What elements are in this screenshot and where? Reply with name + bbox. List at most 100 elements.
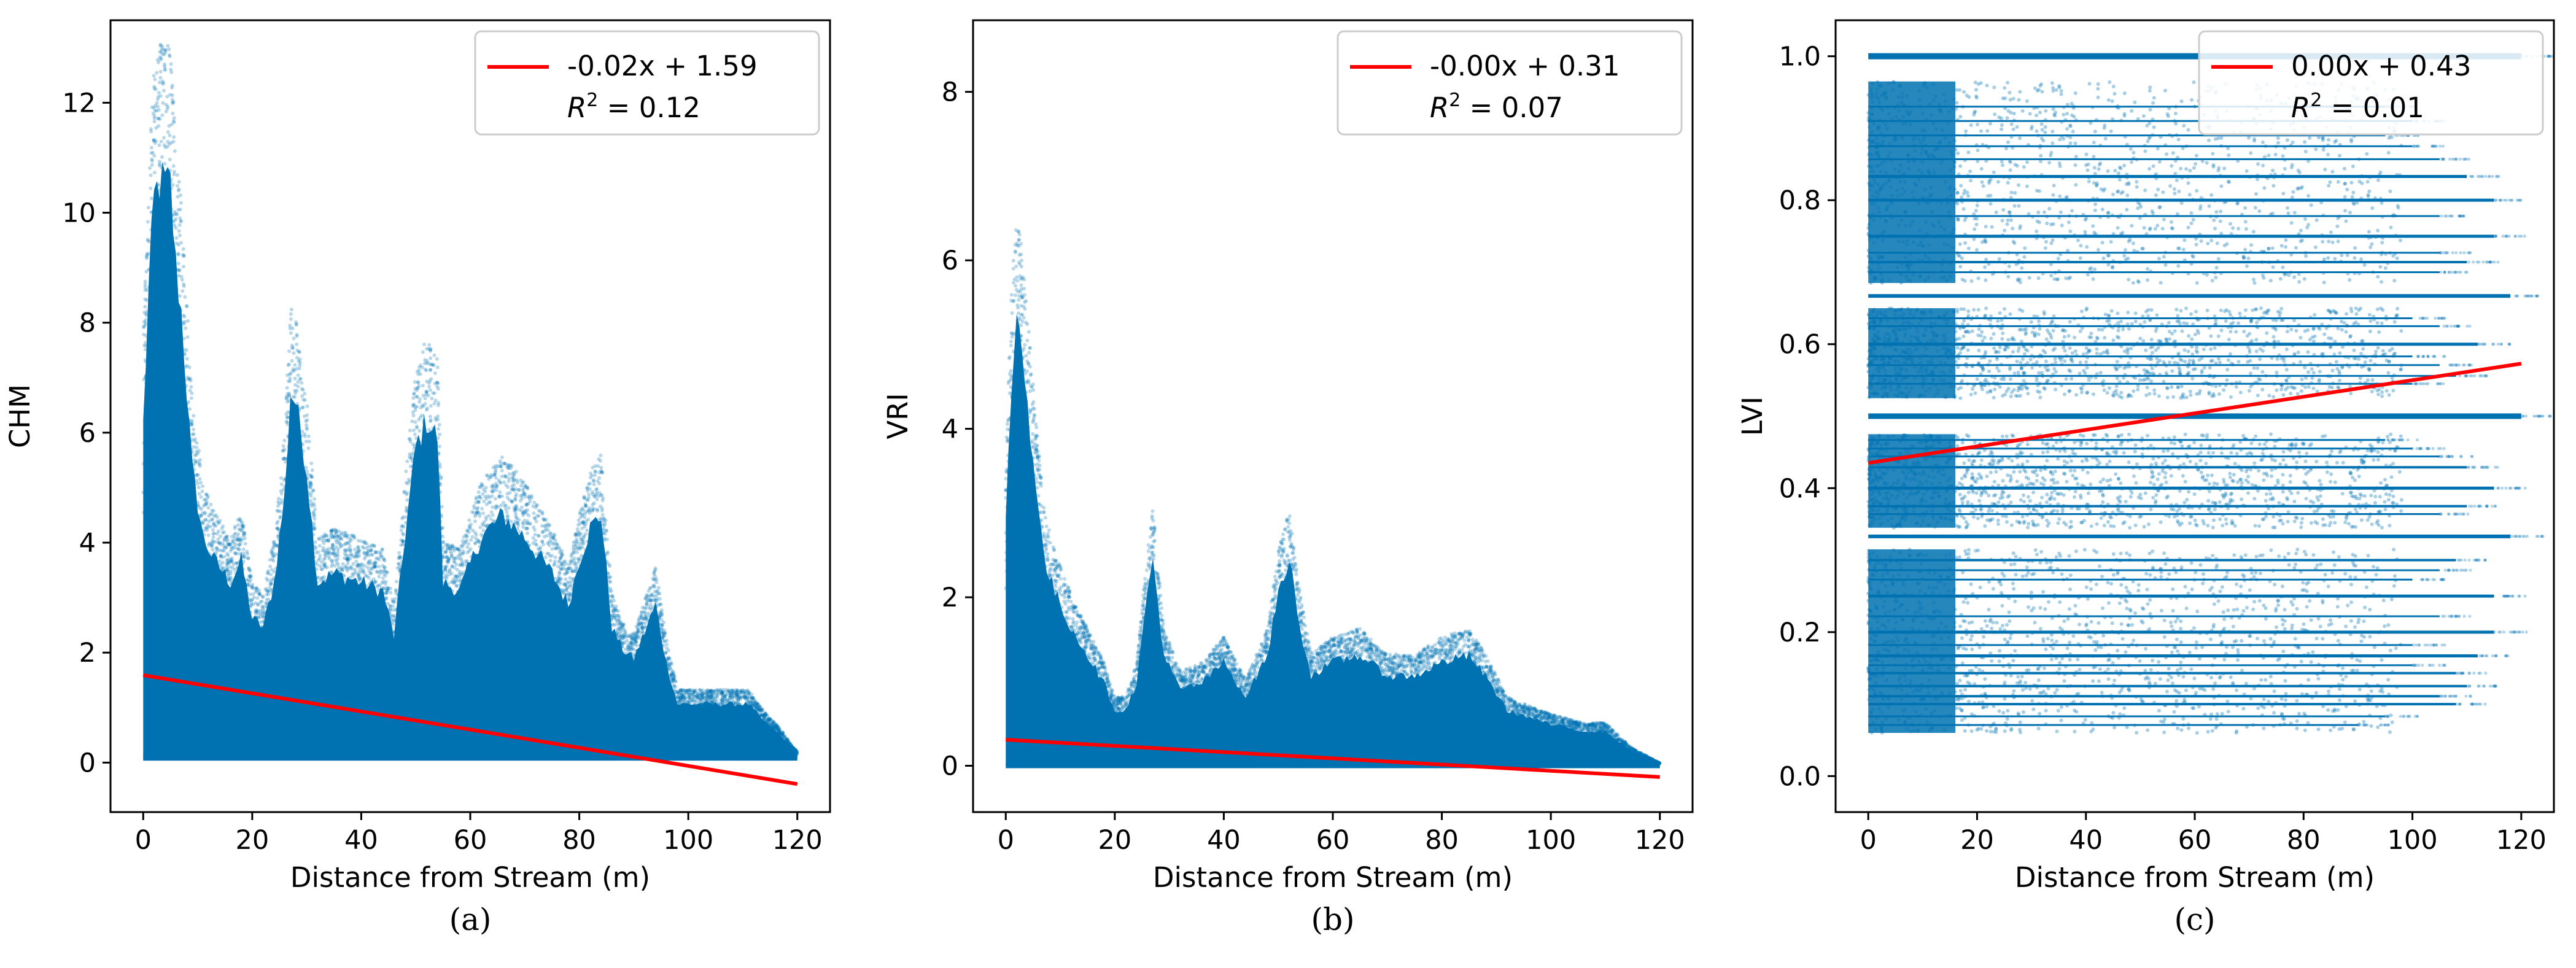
scatter-point (404, 515, 408, 519)
scatter-point (236, 517, 240, 522)
scatter-point (255, 626, 260, 630)
scatter-point (322, 578, 326, 583)
scatter-point (564, 624, 568, 629)
scatter-point (301, 405, 305, 409)
scatter-point (506, 506, 511, 510)
scatter-point (474, 513, 478, 517)
scatter-point (437, 423, 441, 427)
scatter-point (148, 166, 152, 170)
scatter-point (185, 335, 190, 339)
scatter-point (498, 459, 502, 463)
scatter-point (362, 637, 367, 641)
scatter-point (314, 587, 318, 591)
scatter-point (204, 526, 209, 530)
scatter-point (352, 581, 356, 585)
scatter-point (683, 699, 687, 703)
scatter-point (373, 562, 377, 566)
scatter-point (201, 519, 206, 524)
scatter-point (791, 746, 796, 751)
scatter-point (431, 451, 435, 455)
scatter-point (206, 533, 211, 537)
scatter-point (682, 695, 686, 700)
scatter-point (289, 308, 293, 312)
scatter-point (244, 637, 249, 640)
scatter-point (608, 652, 613, 657)
scatter-point (152, 138, 156, 142)
scatter-point (550, 535, 554, 538)
scatter-point (506, 466, 511, 470)
scatter-point (172, 219, 176, 223)
scatter-point (171, 100, 176, 104)
scatter-point (169, 338, 173, 342)
scatter-point (307, 511, 311, 516)
scatter-point (161, 179, 165, 184)
scatter-point (654, 580, 659, 584)
scatter-point (671, 677, 675, 681)
scatter-point (572, 559, 576, 563)
scatter-point (344, 592, 348, 595)
scatter-point (731, 695, 735, 699)
scatter-point (446, 627, 449, 632)
scatter-point (447, 597, 451, 602)
scatter-point (422, 434, 427, 438)
scatter-point (351, 554, 355, 559)
scatter-point (420, 413, 424, 417)
scatter-point (461, 634, 465, 638)
scatter-point (213, 540, 217, 544)
scatter-point (718, 710, 723, 714)
scatter-point (206, 543, 211, 548)
scatter-point (558, 582, 562, 586)
scatter-point (597, 481, 602, 486)
scatter-point (572, 562, 576, 566)
scatter-point (322, 534, 327, 538)
scatter-point (558, 558, 562, 562)
scatter-point (366, 613, 370, 618)
scatter-point (380, 554, 384, 559)
scatter-point (212, 522, 216, 526)
scatter-point (254, 649, 258, 653)
scatter-point (323, 616, 327, 620)
scatter-point (449, 580, 454, 584)
scatter-point (209, 502, 213, 506)
scatter-point (242, 531, 247, 535)
scatter-point (487, 530, 491, 535)
scatter-point (327, 589, 332, 593)
scatter-point (750, 696, 755, 700)
scatter-point (708, 718, 712, 721)
scatter-point (600, 523, 604, 527)
scatter-point (398, 572, 403, 576)
scatter-point (648, 613, 651, 618)
scatter-point (346, 566, 351, 570)
scatter-point (384, 637, 389, 641)
scatter-point (465, 611, 469, 615)
scatter-point (266, 569, 270, 573)
scatter-point (441, 602, 446, 606)
scatter-point (522, 492, 526, 496)
scatter-point (401, 515, 405, 519)
scatter-point (640, 626, 645, 630)
scatter-point (276, 570, 280, 574)
scatter-point (200, 536, 204, 540)
scatter-point (558, 566, 562, 570)
scatter-point (637, 670, 641, 674)
scatter-point (652, 639, 656, 643)
scatter-point (311, 514, 316, 518)
scatter-point (374, 565, 378, 569)
scatter-point (172, 135, 176, 139)
scatter-point (381, 576, 385, 580)
scatter-point (683, 695, 687, 699)
scatter-point (592, 522, 596, 525)
scatter-point (544, 523, 548, 527)
scatter-point (352, 567, 357, 571)
scatter-point (605, 594, 610, 598)
scatter-point (266, 637, 271, 641)
scatter-point (580, 586, 584, 590)
scatter-point (287, 362, 291, 366)
scatter-point (190, 506, 195, 510)
scatter-point (470, 591, 474, 595)
scatter-point (335, 569, 339, 573)
scatter-point (783, 738, 788, 742)
scatter-point (395, 608, 399, 612)
scatter-point (367, 588, 371, 592)
scatter-point (389, 627, 394, 630)
